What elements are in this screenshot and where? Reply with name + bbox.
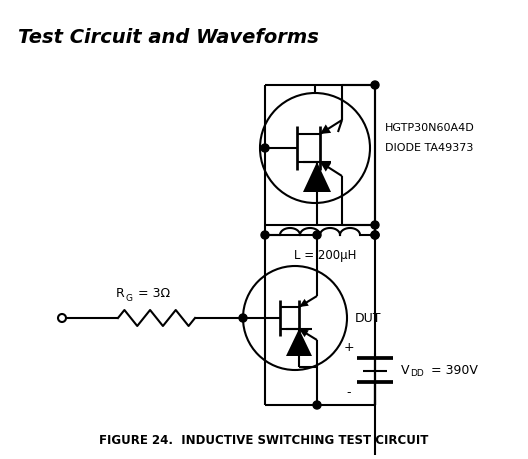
Text: G: G: [126, 294, 133, 303]
Polygon shape: [299, 299, 309, 307]
Circle shape: [371, 221, 379, 229]
Circle shape: [371, 231, 379, 239]
Circle shape: [261, 144, 269, 152]
Text: DIODE TA49373: DIODE TA49373: [385, 143, 474, 153]
Polygon shape: [320, 162, 331, 172]
Polygon shape: [303, 162, 331, 192]
Text: V: V: [401, 364, 410, 376]
Polygon shape: [299, 329, 309, 337]
Text: DUT: DUT: [355, 312, 382, 325]
Polygon shape: [320, 124, 331, 134]
Text: -: -: [347, 386, 351, 399]
Circle shape: [313, 401, 321, 409]
Text: +: +: [344, 341, 354, 354]
Text: FIGURE 24.  INDUCTIVE SWITCHING TEST CIRCUIT: FIGURE 24. INDUCTIVE SWITCHING TEST CIRC…: [99, 433, 429, 447]
Text: = 390V: = 390V: [427, 364, 478, 376]
Text: = 3Ω: = 3Ω: [134, 287, 169, 300]
Polygon shape: [286, 329, 312, 356]
Text: L = 200μH: L = 200μH: [294, 249, 356, 262]
Text: HGTP30N60A4D: HGTP30N60A4D: [385, 123, 475, 133]
Circle shape: [371, 231, 379, 239]
Circle shape: [261, 231, 269, 239]
Text: Test Circuit and Waveforms: Test Circuit and Waveforms: [18, 28, 319, 47]
Circle shape: [313, 231, 321, 239]
Text: DD: DD: [410, 369, 424, 377]
Text: R: R: [116, 287, 125, 300]
Circle shape: [371, 81, 379, 89]
Circle shape: [239, 314, 247, 322]
